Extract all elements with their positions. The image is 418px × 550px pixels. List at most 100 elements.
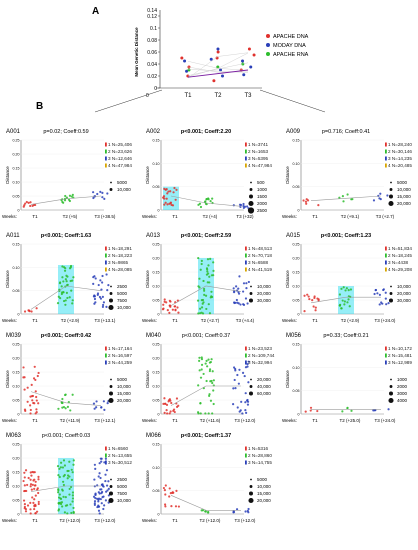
data-point <box>93 275 96 278</box>
x-tick-label: T2 (+11.9) <box>60 418 81 423</box>
legend-label: 1 N=28,240 <box>388 142 412 147</box>
data-point <box>166 412 169 415</box>
size-key-marker <box>249 385 253 388</box>
x-tick-label: T3 (+12.1) <box>95 418 116 423</box>
data-point <box>100 460 103 463</box>
size-key-label: 5000 <box>117 377 128 382</box>
data-point <box>33 471 36 474</box>
panel-stats: p<0.001; Coeff:0.42 <box>41 333 91 339</box>
data-point <box>97 475 100 478</box>
data-point <box>185 69 189 73</box>
data-point <box>98 295 102 299</box>
data-point <box>58 282 62 285</box>
data-point <box>71 193 74 196</box>
data-point <box>33 498 36 501</box>
size-key-label: 10,000 <box>397 284 411 289</box>
data-point <box>207 412 210 415</box>
data-point <box>206 365 209 368</box>
x-tick-label: T2 (+2.7) <box>201 318 220 323</box>
legend-label: 1 N=25,406 <box>108 142 132 147</box>
data-point <box>346 407 349 410</box>
data-point <box>59 502 63 506</box>
data-point <box>343 300 346 303</box>
data-point <box>202 287 206 291</box>
data-point <box>235 508 239 511</box>
data-point <box>200 368 203 371</box>
legend-marker <box>385 246 387 251</box>
data-point <box>33 507 36 511</box>
legend-label: 3 N=32,994 <box>248 360 272 365</box>
y-tick-label: 0.06 <box>147 50 157 56</box>
data-point <box>237 287 240 290</box>
size-key-label: 3000 <box>397 391 408 396</box>
y-tick-label: 0.10 <box>153 162 160 166</box>
data-point <box>341 410 344 413</box>
panel-title: A011 <box>6 233 20 239</box>
data-point <box>59 297 62 300</box>
data-point <box>172 191 175 194</box>
data-point <box>72 463 75 466</box>
data-point <box>219 68 223 72</box>
data-point <box>30 310 33 313</box>
size-key-label: 1500 <box>257 194 268 199</box>
x-axis-prefix: Weeks: <box>142 214 157 219</box>
size-key-label: 1000 <box>397 377 408 382</box>
data-point <box>29 485 32 488</box>
trend-line <box>310 296 381 304</box>
x-tick-label: T3 (+32) <box>236 214 254 219</box>
data-point <box>31 399 34 402</box>
data-point <box>341 299 344 302</box>
panel-title: M056 <box>286 333 302 339</box>
data-point <box>29 404 32 407</box>
data-point <box>208 393 211 396</box>
data-point <box>345 287 348 290</box>
data-point <box>29 512 32 515</box>
y-axis-label: Mean Genetic Distance <box>134 27 139 77</box>
data-point <box>70 289 73 292</box>
data-point <box>384 291 387 294</box>
data-point <box>247 360 250 363</box>
data-point <box>30 488 33 491</box>
size-key-marker <box>390 285 392 288</box>
data-point <box>22 499 26 502</box>
size-key-marker <box>109 491 113 496</box>
data-point <box>168 304 172 307</box>
data-point <box>163 397 166 400</box>
y-tick-label: 0.10 <box>293 366 300 370</box>
legend-label: 1 N=23,523 <box>248 346 272 351</box>
data-point <box>200 306 204 309</box>
legend-marker <box>105 246 107 251</box>
data-point <box>206 258 210 261</box>
data-point <box>200 356 203 359</box>
data-point <box>107 283 110 287</box>
data-point <box>62 459 66 462</box>
data-point <box>23 484 26 487</box>
data-point <box>246 403 250 406</box>
data-point <box>168 299 171 302</box>
data-point <box>69 409 72 412</box>
legend-label: 1 N=51,834 <box>388 246 412 251</box>
data-point <box>344 289 347 292</box>
data-point <box>97 509 101 512</box>
y-tick-label: 0.15 <box>13 371 20 375</box>
data-point <box>57 295 60 298</box>
data-point <box>242 290 245 293</box>
x-axis-prefix: Weeks: <box>142 318 157 323</box>
data-point <box>183 59 187 63</box>
data-point <box>92 402 96 405</box>
x-axis-prefix: Weeks: <box>282 214 297 219</box>
data-point <box>94 497 97 500</box>
data-point <box>100 406 103 409</box>
data-point <box>68 194 72 197</box>
data-point <box>23 476 26 479</box>
legend-label: MODAY DNA <box>273 43 306 49</box>
data-point <box>245 411 248 415</box>
y-tick-label: 0 <box>158 209 160 213</box>
data-point <box>61 397 64 401</box>
data-point <box>205 307 208 311</box>
size-key-label: 7500 <box>117 298 128 303</box>
data-point <box>347 289 350 292</box>
size-key-marker <box>390 378 392 381</box>
data-point <box>101 305 105 308</box>
data-point <box>198 312 202 315</box>
